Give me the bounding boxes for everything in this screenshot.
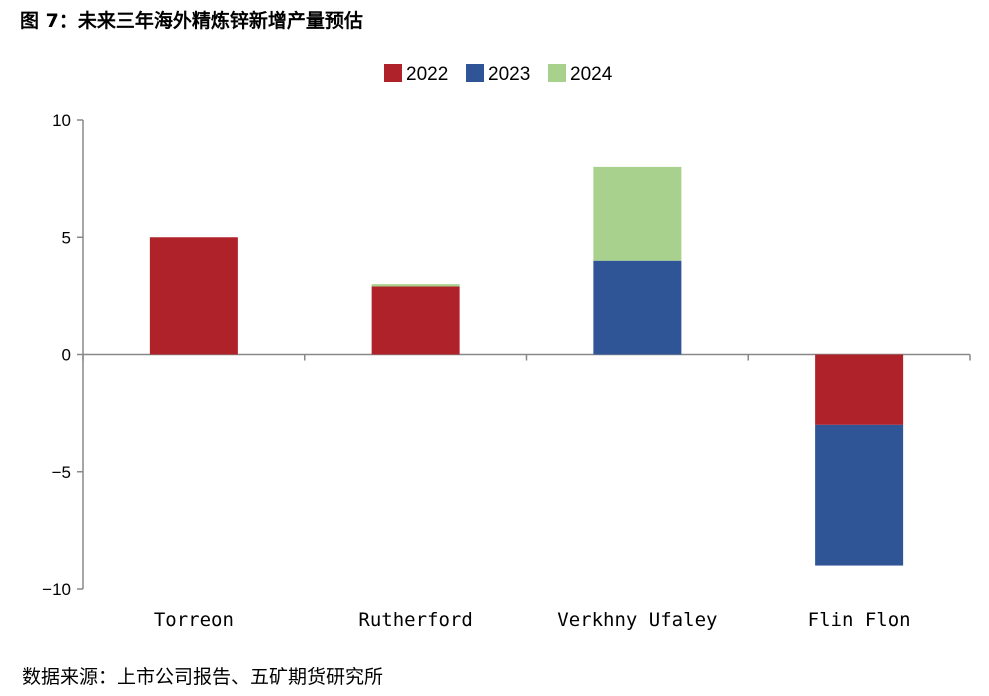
category-label: Torreon (154, 609, 234, 631)
category-label: Rutherford (358, 609, 472, 631)
y-tick-label: 5 (62, 228, 71, 247)
bar-2023-verkhny-ufaley (593, 260, 682, 355)
y-tick-label: 0 (62, 346, 71, 365)
legend-swatch-2024 (548, 64, 566, 82)
legend-label-2022: 2022 (406, 64, 448, 85)
bar-2022-rutherford (371, 286, 460, 355)
category-label: Flin Flon (808, 609, 911, 631)
y-tick-label: −5 (52, 463, 71, 482)
y-tick-label: −10 (42, 580, 71, 599)
legend-swatch-2023 (466, 64, 484, 82)
bars (149, 166, 904, 566)
y-tick-label: 10 (52, 111, 71, 130)
bar-2024-verkhny-ufaley (593, 166, 682, 261)
legend-label-2024: 2024 (570, 64, 613, 85)
legend-label-2023: 2023 (488, 64, 530, 85)
legend-swatch-2022 (384, 64, 402, 82)
category-label: Verkhny Ufaley (557, 609, 717, 631)
legend: 2022 2023 2024 (384, 64, 613, 85)
data-source: 数据来源：上市公司报告、五矿期货研究所 (22, 666, 384, 688)
bar-2024-rutherford (371, 284, 460, 287)
bar-2022-torreon (149, 237, 238, 355)
bar-2023-flin-flon (815, 424, 904, 566)
bar-2022-flin-flon (815, 354, 904, 425)
chart-title: 图 7：未来三年海外精炼锌新增产量预估 (20, 10, 363, 32)
